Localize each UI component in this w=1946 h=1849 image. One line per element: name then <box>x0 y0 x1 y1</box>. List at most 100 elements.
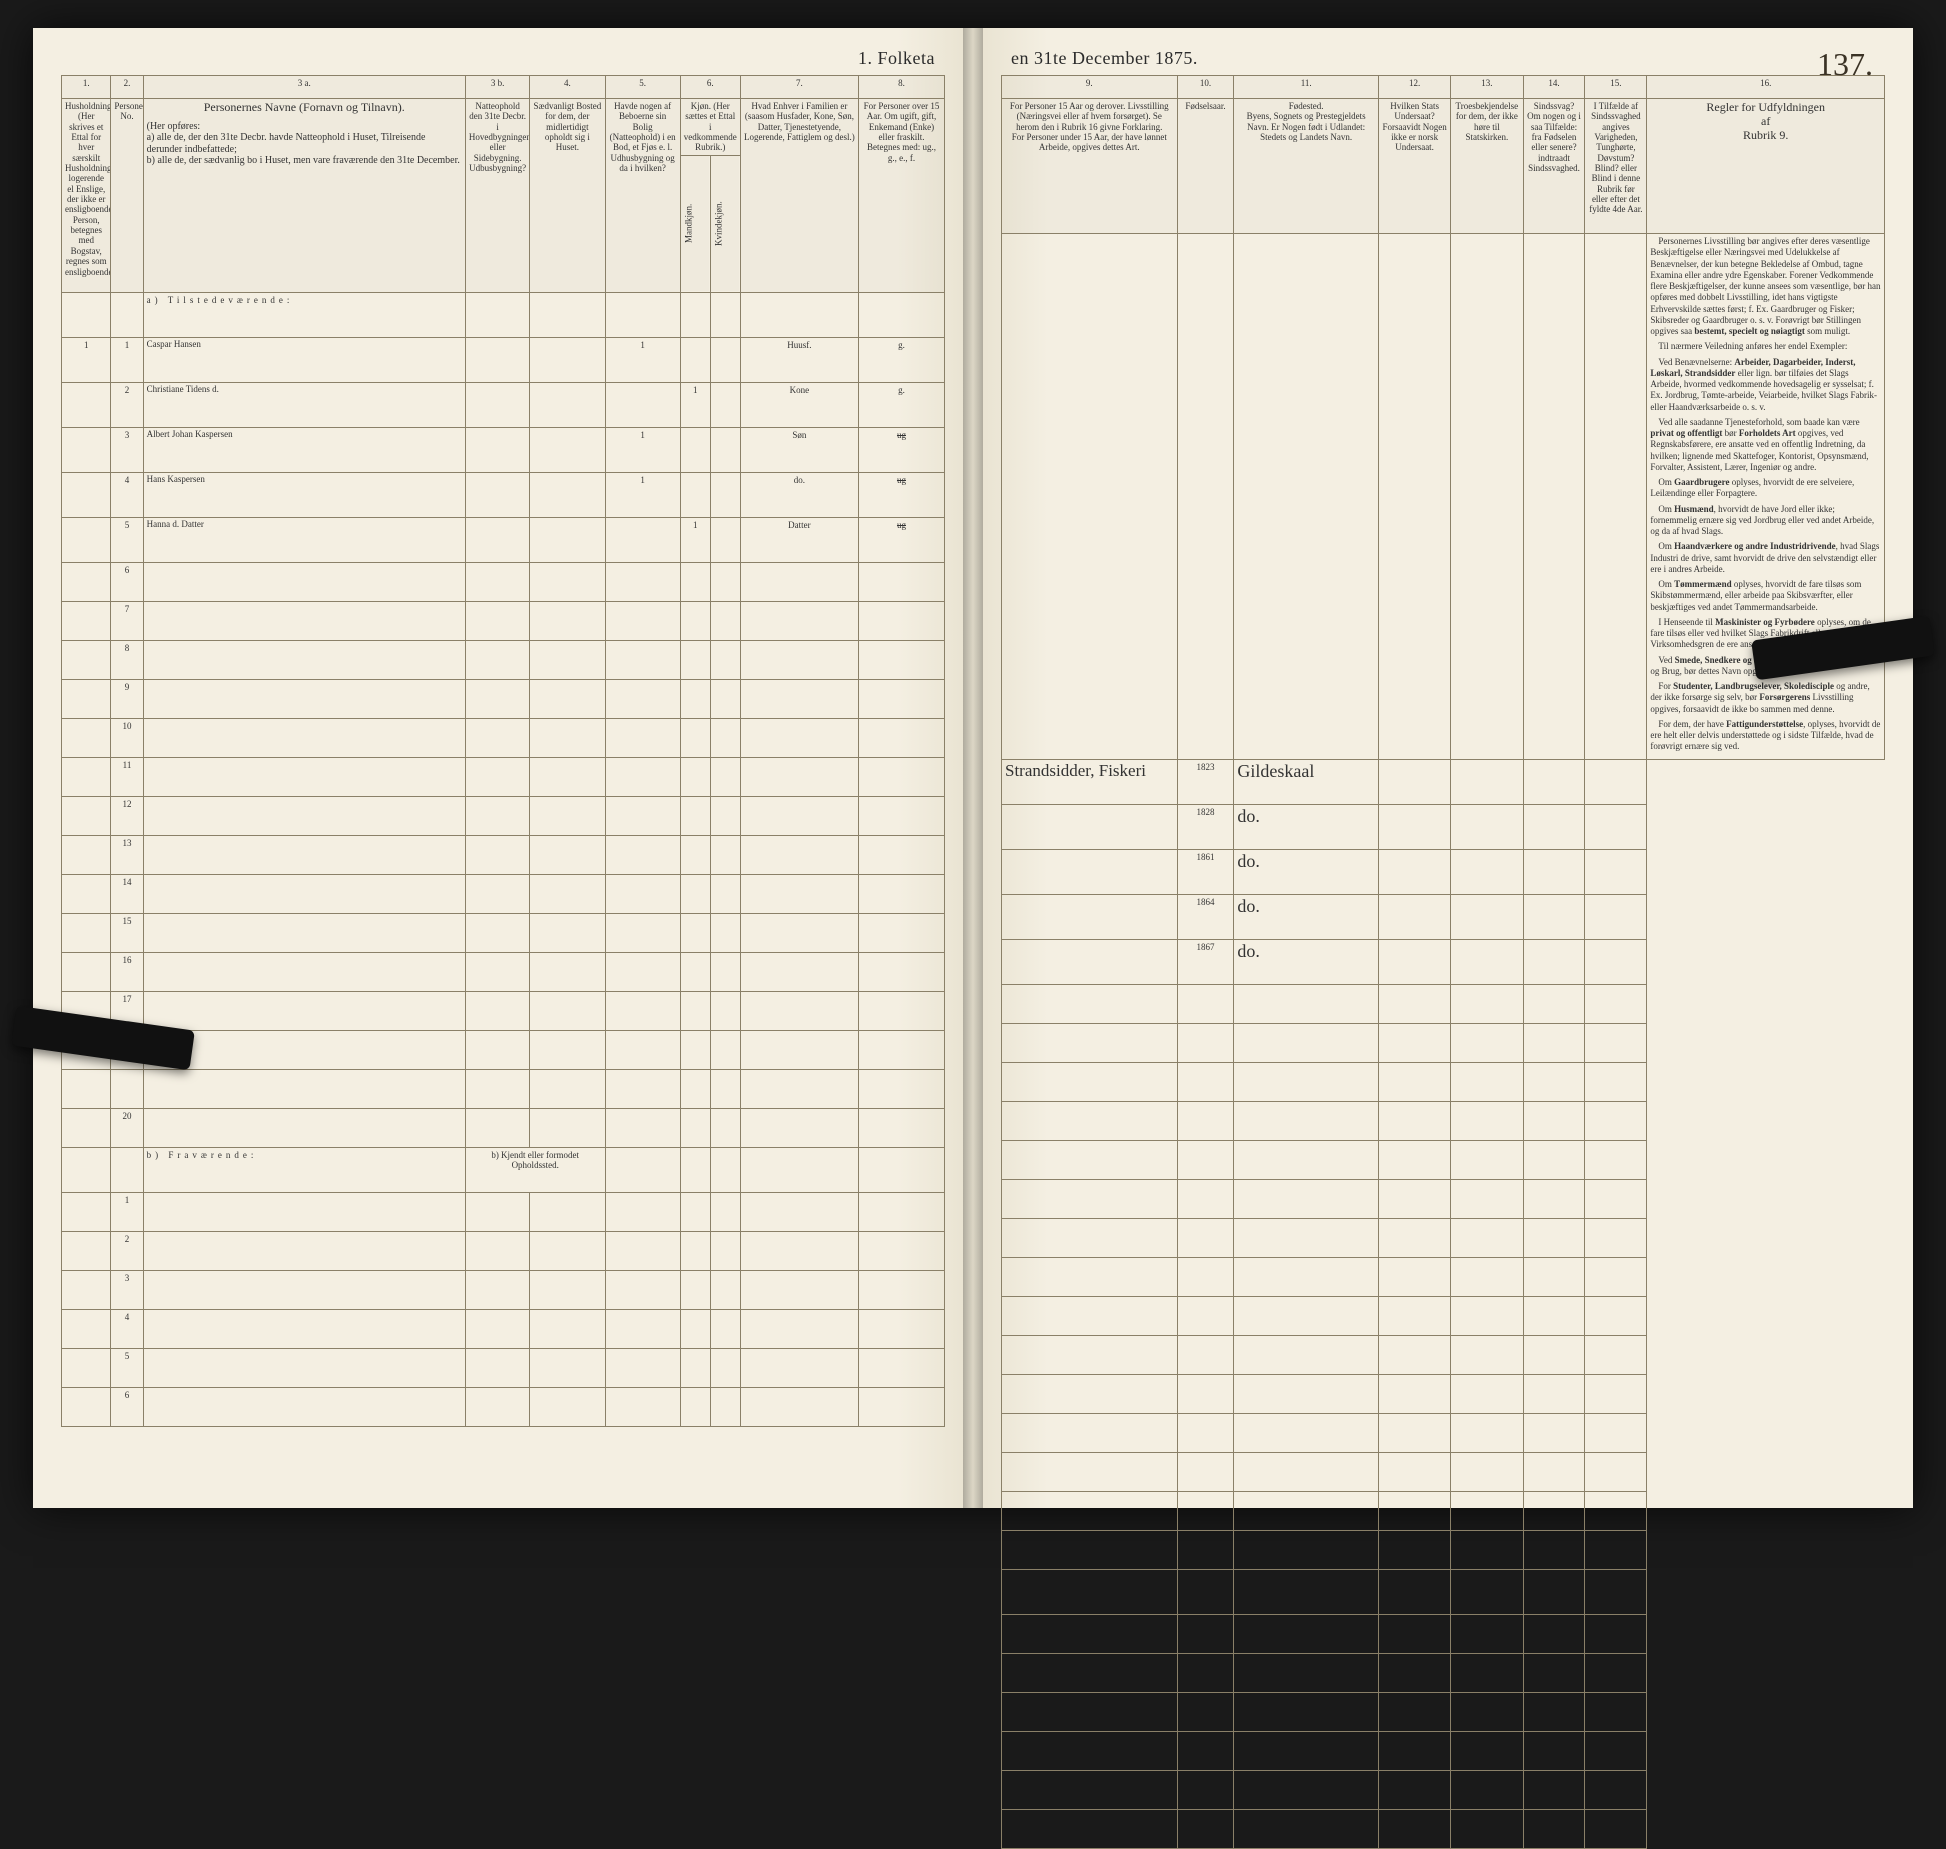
colnum: 14. <box>1523 76 1585 99</box>
person-no: 4 <box>111 472 143 517</box>
table-row-empty <box>1002 1452 1885 1491</box>
table-row: 1867do. <box>1002 939 1885 984</box>
table-row-empty <box>1002 1335 1885 1374</box>
cell-female <box>710 472 740 517</box>
census-ledger-spread: 1. Folketa 1. 2. 3 a. 3 b. 4. 5. 6. 7. 8… <box>33 28 1913 1508</box>
cell-12 <box>1378 939 1450 984</box>
right-page: 137. en 31te December 1875. 9. 10. 11. 1… <box>973 28 1913 1508</box>
head-16: Regler for Udfyldningen af Rubrik 9. <box>1647 99 1885 234</box>
table-row-empty <box>1002 1614 1885 1653</box>
row-number <box>111 1069 143 1108</box>
cell-14 <box>1523 894 1585 939</box>
cell-4 <box>530 337 605 382</box>
colnum: 11. <box>1234 76 1379 99</box>
row-number: 20 <box>111 1108 143 1147</box>
ledger-table-left: 1. 2. 3 a. 3 b. 4. 5. 6. 7. 8. Husholdni… <box>61 75 945 1427</box>
cell-male <box>680 427 710 472</box>
section-a-label: a) Tilstedeværende: <box>143 292 465 337</box>
cell-14 <box>1523 939 1585 984</box>
head-14: Sindssvag? Om nogen og i saa Tilfælde: f… <box>1523 99 1585 234</box>
cell-birthyear: 1828 <box>1177 804 1234 849</box>
cell-status: ug <box>858 517 944 562</box>
ledger-table-right: 9. 10. 11. 12. 13. 14. 15. 16. For Perso… <box>1001 75 1885 1849</box>
cell-3b <box>465 382 529 427</box>
table-row-empty <box>1002 1692 1885 1731</box>
cell-female <box>710 517 740 562</box>
section-a-row-r: Personernes Livsstilling bør angives eft… <box>1002 234 1885 760</box>
cell-15 <box>1585 804 1647 849</box>
colnum: 15. <box>1585 76 1647 99</box>
cell-relation: Søn <box>740 427 858 472</box>
table-row-empty <box>1002 1179 1885 1218</box>
header-row: Husholdninger. (Her skrives et Ettal for… <box>62 99 945 156</box>
colnum: 5. <box>605 76 680 99</box>
title-left-half: 1. Folketa <box>61 48 945 69</box>
head-6: Kjøn. (Her sættes et Ettal i vedkommende… <box>680 99 740 156</box>
page-number: 137. <box>1817 46 1873 83</box>
row-number: 4 <box>111 1309 143 1348</box>
table-row-empty <box>1002 1491 1885 1530</box>
cell-male <box>680 472 710 517</box>
cell-14 <box>1523 759 1585 804</box>
table-row: 11Caspar Hansen1Huusf.g. <box>62 337 945 382</box>
table-row: 1828do. <box>1002 804 1885 849</box>
table-row: 1861do. <box>1002 849 1885 894</box>
cell-birthyear: 1864 <box>1177 894 1234 939</box>
head-7: Hvad Enhver i Familien er (saasom Husfad… <box>740 99 858 293</box>
cell-5 <box>605 517 680 562</box>
cell-13 <box>1451 849 1523 894</box>
household-no <box>62 517 111 562</box>
row-number: 5 <box>111 1348 143 1387</box>
cell-4 <box>530 517 605 562</box>
table-row-empty: 20 <box>62 1108 945 1147</box>
table-row-empty <box>1002 1296 1885 1335</box>
cell-status: g. <box>858 382 944 427</box>
cell-13 <box>1451 759 1523 804</box>
head-11-text: Fødested. Byens, Sognets og Prestegjelde… <box>1237 101 1375 142</box>
cell-female <box>710 337 740 382</box>
cell-birthplace: do. <box>1234 939 1379 984</box>
person-name: Hans Kaspersen <box>143 472 465 517</box>
table-row: 4Hans Kaspersen1do.ug <box>62 472 945 517</box>
person-name: Hanna d. Datter <box>143 517 465 562</box>
table-row-empty <box>1002 1731 1885 1770</box>
head-households: Husholdninger. (Her skrives et Ettal for… <box>62 99 111 293</box>
cell-12 <box>1378 804 1450 849</box>
head-names: Personernes Navne (Fornavn og Tilnavn). … <box>143 99 465 293</box>
row-number: 12 <box>111 796 143 835</box>
table-row-empty: 1 <box>62 1192 945 1231</box>
table-row-empty <box>1002 1770 1885 1809</box>
table-row-empty <box>1002 1062 1885 1101</box>
head-4: Sædvanligt Bosted for dem, der midlertid… <box>530 99 605 293</box>
cell-occupation <box>1002 804 1178 849</box>
cell-birthplace: Gildeskaal <box>1234 759 1379 804</box>
table-row-empty <box>1002 1374 1885 1413</box>
head-8: For Personer over 15 Aar. Om ugift, gift… <box>858 99 944 293</box>
cell-relation: Datter <box>740 517 858 562</box>
table-row-empty <box>1002 1257 1885 1296</box>
table-row-empty: 10 <box>62 718 945 757</box>
row-number: 14 <box>111 874 143 913</box>
table-row-empty: 5 <box>62 1348 945 1387</box>
table-row-empty: 6 <box>62 562 945 601</box>
cell-15 <box>1585 849 1647 894</box>
section-a-row: a) Tilstedeværende: <box>62 292 945 337</box>
head-11: Fødested. Byens, Sognets og Prestegjelde… <box>1234 99 1379 234</box>
colnum: 3 a. <box>143 76 465 99</box>
row-number: 15 <box>111 913 143 952</box>
table-row-empty: 8 <box>62 640 945 679</box>
cell-3b <box>465 427 529 472</box>
row-number: 2 <box>111 1231 143 1270</box>
cell-5: 1 <box>605 337 680 382</box>
cell-15 <box>1585 759 1647 804</box>
head-9: For Personer 15 Aar og derover. Livsstil… <box>1002 99 1178 234</box>
cell-birthplace: do. <box>1234 849 1379 894</box>
table-row: 3Albert Johan Kaspersen1Sønug <box>62 427 945 472</box>
cell-male: 1 <box>680 517 710 562</box>
cell-12 <box>1378 894 1450 939</box>
head-13: Troesbekjendelse for dem, der ikke høre … <box>1451 99 1523 234</box>
section-b-label: b) Fraværende: <box>143 1147 465 1192</box>
cell-12 <box>1378 849 1450 894</box>
colnum: 6. <box>680 76 740 99</box>
table-row: Strandsidder, Fiskeri1823Gildeskaal <box>1002 759 1885 804</box>
